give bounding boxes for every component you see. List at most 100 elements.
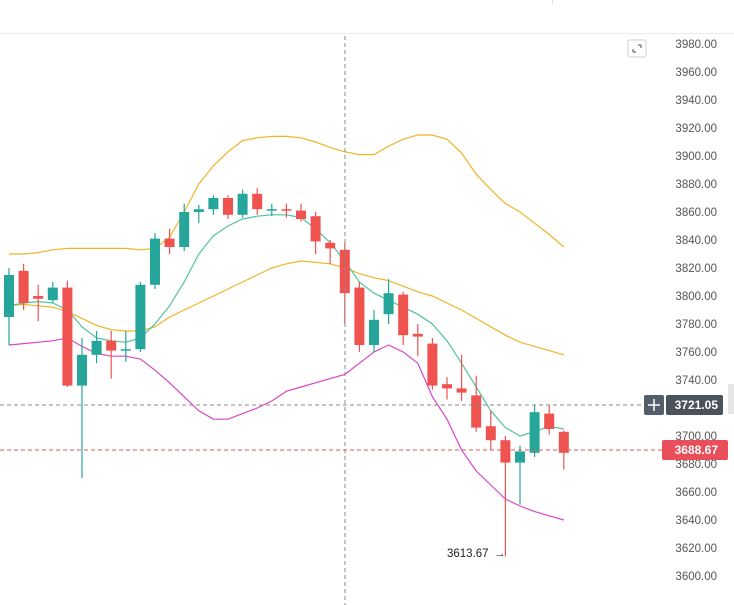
y-tick-label: 3920.00	[675, 123, 717, 135]
candle	[398, 291, 409, 345]
candle	[193, 205, 204, 224]
candle	[515, 445, 525, 505]
candle-body	[515, 451, 525, 463]
y-tick-label: 3860.00	[675, 207, 717, 219]
ma-slow-line	[8, 260, 564, 356]
candle	[4, 268, 14, 345]
y-tick-label: 3760.00	[675, 347, 717, 359]
candle-body	[339, 249, 350, 294]
candle-body	[106, 340, 117, 351]
candle-body	[193, 209, 204, 212]
bollinger-lower-line	[8, 337, 564, 521]
candle-body	[500, 440, 511, 463]
y-tick-label: 3740.00	[675, 375, 717, 387]
candle-body	[310, 216, 321, 242]
y-tick-label: 3780.00	[675, 319, 717, 331]
candle-body	[383, 293, 394, 315]
candle	[442, 377, 452, 400]
min-price-arrow: →	[494, 548, 506, 560]
crosshair-price-label: 3721.05	[675, 398, 719, 412]
candle	[296, 203, 306, 222]
y-tick-label: 3680.00	[675, 459, 717, 471]
toolbar-separator	[552, 0, 553, 4]
candle-body	[150, 238, 160, 285]
candle-body	[427, 343, 438, 386]
candle	[544, 405, 555, 435]
y-tick-label: 3900.00	[675, 151, 717, 163]
candle-body	[164, 238, 175, 247]
y-tick-label: 3820.00	[675, 263, 717, 275]
candle	[179, 203, 190, 252]
candle	[500, 436, 511, 557]
candle-body	[266, 209, 277, 211]
plus-icon	[648, 399, 660, 411]
candle	[62, 280, 73, 387]
candle-body	[398, 294, 409, 336]
y-tick-label: 3800.00	[675, 291, 717, 303]
candle	[120, 331, 131, 362]
candle	[33, 284, 44, 322]
top-toolbar	[0, 0, 734, 34]
candle	[164, 228, 175, 254]
candle-body	[62, 287, 73, 386]
candle-body	[91, 340, 102, 355]
candle	[412, 324, 423, 357]
candle-body	[412, 333, 423, 337]
candle	[354, 282, 365, 352]
crosshair	[0, 36, 662, 605]
candle-body	[485, 426, 496, 441]
candle	[456, 354, 467, 401]
candle	[47, 282, 58, 303]
y-tick-label: 3960.00	[675, 67, 717, 79]
last-price-label: 3688.67	[675, 443, 719, 457]
candle	[18, 263, 29, 310]
candle	[208, 195, 219, 215]
candle	[325, 240, 336, 264]
y-tick-label: 3980.00	[675, 39, 717, 51]
price-axis: 3980.00 3960.00 3940.00 3920.00 3900.00 3880.…	[675, 39, 717, 583]
candle	[106, 331, 117, 379]
candle-body	[208, 198, 219, 210]
candle-body	[18, 270, 29, 303]
candle-body	[135, 284, 146, 350]
candle	[310, 212, 321, 254]
candle	[427, 338, 438, 390]
candle	[150, 233, 160, 289]
candle-body	[325, 242, 336, 249]
candle	[223, 195, 233, 219]
expand-icon[interactable]	[627, 39, 647, 58]
candle-body	[77, 354, 87, 386]
candle-body	[369, 319, 379, 345]
candle-body	[442, 384, 452, 389]
candle	[91, 331, 102, 364]
candle	[281, 203, 292, 218]
candle-body	[281, 209, 292, 211]
candle	[252, 188, 263, 215]
candle-body	[456, 388, 467, 393]
price-tags: 3721.05 3688.67	[644, 384, 734, 460]
candle	[77, 338, 87, 478]
candle-body	[296, 210, 306, 219]
candle	[135, 282, 146, 352]
bollinger-bands	[8, 134, 565, 521]
candle	[383, 279, 394, 324]
candle	[266, 203, 277, 217]
candle-body	[529, 412, 540, 453]
y-tick-label: 3840.00	[675, 235, 717, 247]
y-tick-label: 3940.00	[675, 95, 717, 107]
candle-body	[33, 296, 44, 299]
candle-body	[223, 198, 233, 215]
bollinger-upper-line	[9, 134, 565, 255]
candle	[485, 410, 496, 450]
candle-body	[354, 287, 365, 345]
y-tick-label: 3600.00	[675, 571, 717, 583]
candle	[369, 310, 379, 352]
scroll-handle	[728, 384, 734, 414]
candle-body	[471, 395, 482, 428]
candle-body	[179, 212, 190, 247]
crosshair-price-box	[666, 395, 723, 415]
candle	[237, 189, 248, 218]
y-tick-label: 3660.00	[675, 487, 717, 499]
y-tick-label: 3880.00	[675, 179, 717, 191]
